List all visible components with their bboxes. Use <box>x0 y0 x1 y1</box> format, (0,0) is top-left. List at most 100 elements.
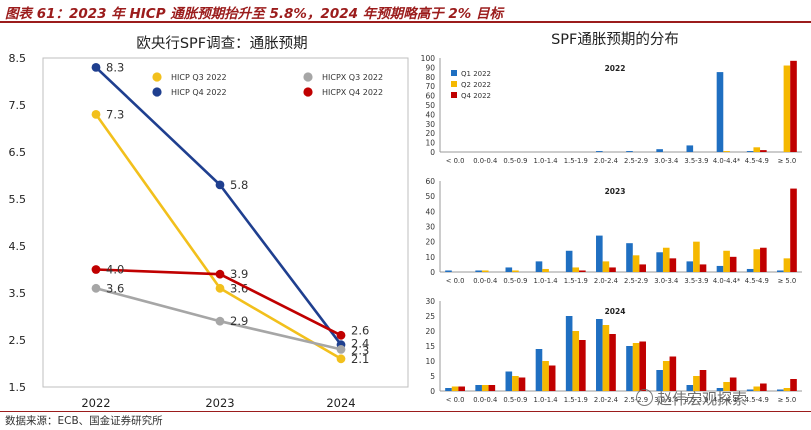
line-legend-label: HICPX Q3 2022 <box>322 73 383 82</box>
bar-2022-q1-2022 <box>596 151 603 152</box>
line-data-label: 3.9 <box>230 267 248 281</box>
figure-title: 图表 61：2023 年 HICP 通胀预期抬升至 5.8%，2024 年预期略… <box>5 6 504 22</box>
bar-2024-q1-2022 <box>746 389 754 391</box>
watermark: 赵伟宏观探索 <box>636 388 747 409</box>
bar-2023-q1-2022 <box>746 268 754 272</box>
bar-2023-q2-2022 <box>753 249 761 272</box>
bar-x-tick-label: 0.0-0.4 <box>473 396 497 404</box>
line-data-label: 2.6 <box>351 323 369 337</box>
bar-x-tick-label: 1.5-1.9 <box>564 157 588 165</box>
bar-2023-q1-2022 <box>656 252 663 272</box>
bar-2024-q4-2022 <box>518 377 526 391</box>
bar-2023-q4-2022 <box>639 264 646 272</box>
bar-2023-q1-2022 <box>716 265 724 272</box>
bar-2024-q2-2022 <box>481 385 489 391</box>
bar-x-tick-label: 3.0-3.4 <box>654 277 678 285</box>
bar-x-tick-label: 3.5-3.9 <box>684 396 708 404</box>
bar-2024-q2-2022 <box>512 376 519 391</box>
line-y-tick-label: 5.5 <box>9 193 27 206</box>
line-data-label: 7.3 <box>106 107 124 121</box>
bar-x-tick-label: ≥ 5.0 <box>778 277 797 285</box>
bar-2022-q2-2022 <box>753 147 761 152</box>
bar-x-tick-label: 4.5-4.9 <box>745 396 769 404</box>
bar-y-tick-label: 50 <box>425 101 435 110</box>
bar-2024-q4-2022 <box>579 340 586 391</box>
bar-x-tick-label: 0.5-0.9 <box>503 157 527 165</box>
bar-x-tick-label: < 0.0 <box>446 157 465 165</box>
bar-y-tick-label: 10 <box>425 139 435 148</box>
bar-panel-title: 2022 <box>605 64 626 73</box>
bar-y-tick-label: 60 <box>425 92 435 101</box>
bar-2023-q1-2022 <box>596 235 603 272</box>
footer-rule <box>0 411 811 412</box>
bar-x-tick-label: 1.0-1.4 <box>534 396 558 404</box>
bar-2024-q2-2022 <box>602 325 610 391</box>
bar-x-tick-label: 1.5-1.9 <box>564 396 588 404</box>
bar-legend-label: Q1 2022 <box>461 70 491 78</box>
line-legend-label: HICP Q3 2022 <box>171 73 227 82</box>
bar-legend-marker <box>451 70 457 76</box>
bar-x-tick-label: 0.0-0.4 <box>473 277 497 285</box>
bar-y-tick-label: 10 <box>425 357 435 366</box>
line-y-tick-label: 4.5 <box>9 240 27 253</box>
bar-2023-q2-2022 <box>693 241 700 272</box>
line-data-label: 4.0 <box>106 263 124 277</box>
bar-2023-q4-2022 <box>790 188 797 272</box>
line-data-label: 2.3 <box>351 343 369 357</box>
bar-x-tick-label: 4.0-4.4* <box>713 396 741 404</box>
line-legend-marker <box>303 72 313 82</box>
bar-x-tick-label: 4.0-4.4* <box>713 157 741 165</box>
bar-2023-q2-2022 <box>723 250 730 272</box>
bar-2023-q4-2022 <box>609 267 616 272</box>
line-legend-label: HICP Q4 2022 <box>171 88 227 97</box>
bar-2023-q2-2022 <box>542 268 549 272</box>
line-x-tick-label: 2024 <box>326 396 355 410</box>
bar-x-tick-label: < 0.0 <box>446 277 465 285</box>
bar-2023-q2-2022 <box>481 270 489 272</box>
bar-2024-q4-2022 <box>699 370 707 391</box>
bar-legend-label: Q2 2022 <box>461 81 491 89</box>
bar-2024-q4-2022 <box>790 379 797 391</box>
bar-2023-q1-2022 <box>445 270 452 272</box>
bar-2024-q2-2022 <box>542 361 549 391</box>
bar-x-tick-label: 2.5-2.9 <box>624 277 648 285</box>
bar-2024-q4-2022 <box>548 365 556 391</box>
line-y-tick-label: 6.5 <box>9 146 27 159</box>
bar-2023-q2-2022 <box>632 255 640 272</box>
bar-2024-q2-2022 <box>783 388 791 391</box>
bar-2023-q2-2022 <box>512 270 519 272</box>
bar-x-tick-label: 4.5-4.9 <box>745 157 769 165</box>
bar-legend-marker <box>451 92 457 98</box>
line-y-tick-label: 3.5 <box>9 287 27 300</box>
bar-2023-q1-2022 <box>686 261 694 272</box>
bar-2024-q1-2022 <box>505 371 513 391</box>
bar-2023-q4-2022 <box>729 256 737 272</box>
bar-2022-q1-2022 <box>626 151 633 152</box>
bar-y-tick-label: 30 <box>425 223 435 232</box>
bar-y-tick-label: 30 <box>425 297 435 306</box>
bar-x-tick-label: 1.5-1.9 <box>564 277 588 285</box>
wechat-icon <box>636 389 653 406</box>
line-point <box>91 265 101 274</box>
bar-2023-q1-2022 <box>565 250 573 272</box>
line-point <box>91 283 101 293</box>
bar-x-tick-label: 0.5-0.9 <box>503 396 527 404</box>
bar-x-tick-label: 3.5-3.9 <box>684 277 708 285</box>
bar-2024-q4-2022 <box>488 385 496 391</box>
bar-y-tick-label: 25 <box>425 312 435 321</box>
bar-x-tick-label: 4.5-4.9 <box>745 277 769 285</box>
bar-y-tick-label: 100 <box>421 54 436 63</box>
bar-x-tick-label: 2.0-2.4 <box>594 277 618 285</box>
line-legend-marker <box>152 72 162 82</box>
bar-panel-title: 2023 <box>605 187 626 196</box>
bar-y-tick-label: 40 <box>425 110 435 119</box>
bar-2022-q2-2022 <box>723 151 730 152</box>
bar-2024-q1-2022 <box>475 385 482 391</box>
bar-y-tick-label: 30 <box>425 120 435 129</box>
bar-2024-q2-2022 <box>451 386 459 391</box>
bar-y-tick-label: 70 <box>425 82 435 91</box>
line-point <box>336 330 346 340</box>
bar-2024-q1-2022 <box>716 388 724 391</box>
line-y-tick-label: 1.5 <box>9 381 27 394</box>
